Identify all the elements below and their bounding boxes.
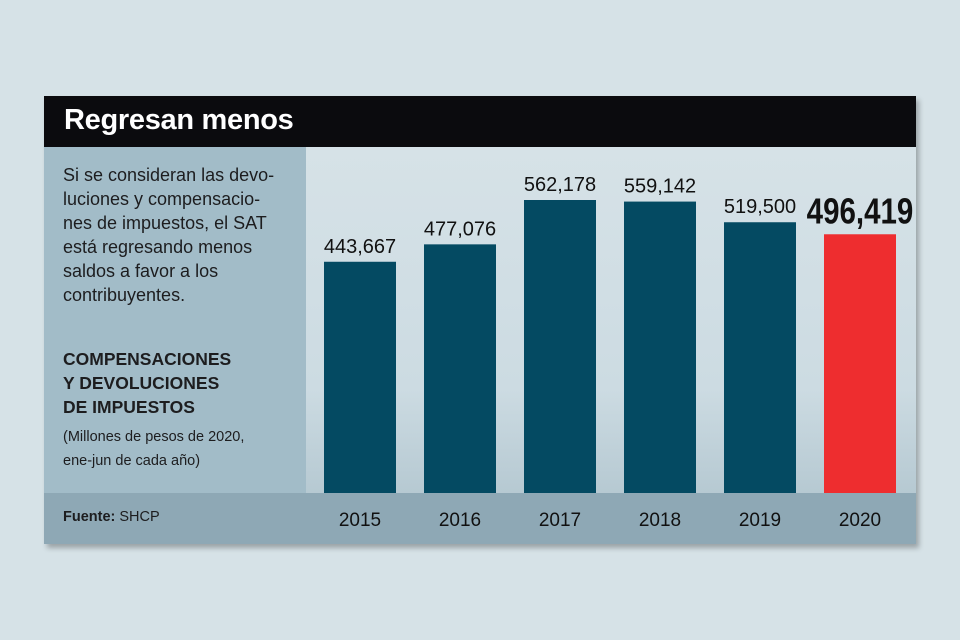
measure-note-line: (Millones de pesos de 2020, — [63, 429, 245, 445]
source-credit: Fuente: SHCP — [63, 509, 160, 525]
bar-chart: 443,667 477,076 562,178 559,142 519,500 496,4… — [324, 174, 914, 493]
description-panel: Si se consideran las devo- luciones y co… — [44, 147, 306, 493]
description-line: nes de impuestos, el SAT — [63, 213, 267, 233]
bar-2020 — [824, 234, 896, 493]
bar-2016 — [424, 244, 496, 493]
measure-title: COMPENSACIONES Y DEVOLUCIONES DE IMPUEST… — [63, 347, 299, 419]
bar-2015 — [324, 261, 396, 493]
value-label-2016: 477,076 — [424, 218, 496, 240]
measure-title-line: COMPENSACIONES — [63, 349, 232, 369]
x-axis: 2015 2016 2017 2018 2019 2020 — [339, 510, 881, 531]
value-label-2020: 496,419 — [807, 190, 914, 230]
description-line: luciones y compensacio- — [63, 189, 261, 209]
source-label: Fuente: — [63, 509, 116, 525]
description-line: contribuyentes. — [63, 285, 186, 305]
title-bar: Regresan menos — [44, 96, 916, 147]
description-line: saldos a favor a los — [63, 261, 219, 281]
x-tick-label-2016: 2016 — [439, 510, 481, 531]
description-text: Si se consideran las devo- luciones y co… — [63, 163, 299, 307]
x-tick-label-2015: 2015 — [339, 510, 381, 531]
value-label-2015: 443,667 — [324, 236, 396, 258]
value-label-2018: 559,142 — [624, 176, 696, 198]
bar-2017 — [524, 200, 596, 493]
value-label-2019: 519,500 — [724, 196, 796, 218]
measure-title-line: Y DEVOLUCIONES — [63, 373, 220, 393]
bar-2019 — [724, 222, 796, 493]
x-tick-label-2018: 2018 — [639, 510, 681, 531]
measure-units-note: (Millones de pesos de 2020, ene-jun de c… — [63, 425, 299, 473]
chart-plot-area: 443,667 477,076 562,178 559,142 519,500 496,4… — [306, 147, 916, 493]
x-tick-label-2020: 2020 — [839, 510, 881, 531]
description-line: Si se consideran las devo- — [63, 165, 275, 185]
source-value: SHCP — [119, 509, 160, 525]
description-line: está regresando menos — [63, 237, 253, 257]
bar-2018 — [624, 201, 696, 493]
chart-title: Regresan menos — [64, 104, 294, 136]
measure-note-line: ene-jun de cada año) — [63, 453, 201, 469]
value-label-2017: 562,178 — [524, 174, 596, 196]
x-tick-label-2019: 2019 — [739, 510, 781, 531]
footer-bar: Fuente: SHCP 2015 2016 2017 2018 2019 2020 — [44, 493, 916, 544]
measure-title-line: DE IMPUESTOS — [63, 397, 195, 417]
infographic-card: Regresan menos Si se consideran las devo… — [44, 96, 916, 544]
x-tick-label-2017: 2017 — [539, 510, 581, 531]
